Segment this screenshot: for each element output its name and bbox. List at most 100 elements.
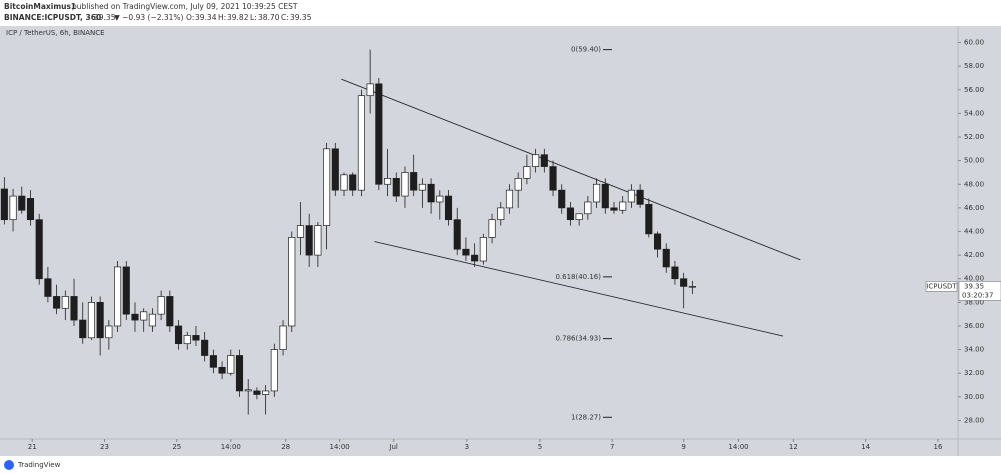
fib-label: 1(28.27): [571, 413, 601, 421]
author: BitcoinMaximus1: [4, 2, 76, 11]
candle-body: [453, 219, 461, 250]
y-tick-label: 50.00: [964, 157, 984, 165]
fib-label: 0.618(40.16): [555, 273, 601, 281]
candle-body: [488, 219, 496, 238]
price-tag-value: 39.35: [964, 282, 984, 290]
candle-body: [627, 189, 635, 203]
candle-body: [87, 302, 95, 339]
fib-label: 0(59.40): [571, 46, 601, 54]
y-tick-label: 58.00: [964, 62, 984, 70]
candle-body: [148, 313, 156, 327]
x-tick-label: 23: [100, 443, 109, 451]
candle-body: [471, 254, 479, 262]
candle-body: [305, 225, 313, 256]
candle-body: [314, 225, 322, 256]
candle-body: [601, 183, 609, 209]
x-tick-label: 16: [934, 443, 943, 451]
y-tick-label: 56.00: [964, 86, 984, 94]
candle-body: [619, 201, 627, 211]
y-tick-label: 32.00: [964, 369, 984, 377]
candle-body: [410, 172, 418, 191]
candle-body: [523, 166, 531, 179]
x-tick-label: 7: [610, 443, 614, 451]
candle-body: [680, 278, 688, 287]
price-tag-countdown: 03:20:37: [962, 291, 993, 299]
y-tick-label: 36.00: [964, 322, 984, 330]
subtitle: ICP / TetherUS, 6h, BINANCE: [6, 29, 105, 37]
h: 39.82: [227, 13, 249, 22]
y-tick-label: 46.00: [964, 204, 984, 212]
candle-body: [262, 390, 270, 395]
candle-body: [558, 189, 566, 209]
candle-body: [427, 183, 435, 203]
candle-body: [157, 296, 165, 315]
x-tick-label: 25: [172, 443, 181, 451]
l-label: L:: [250, 13, 257, 22]
candle-body: [201, 339, 209, 356]
x-tick-label: 5: [538, 443, 542, 451]
candle-body: [323, 148, 331, 226]
candle-body: [375, 83, 383, 185]
trendline: [374, 241, 784, 337]
candle-body: [44, 278, 52, 297]
candle-body: [183, 335, 191, 345]
y-tick-label: 38.00: [964, 298, 984, 306]
candle-body: [166, 296, 174, 327]
candle-body: [53, 296, 61, 309]
brand: TradingView: [17, 461, 61, 469]
y-tick-label: 60.00: [964, 39, 984, 47]
y-tick-label: 28.00: [964, 416, 984, 424]
candle-body: [497, 207, 505, 221]
change: ▼ −0.93 (−2.31%): [114, 13, 184, 22]
candle-body: [662, 248, 670, 268]
candle-body: [566, 207, 574, 221]
candle-body: [61, 296, 69, 309]
y-tick-label: 42.00: [964, 251, 984, 259]
price-tag-symbol-bg: [925, 281, 958, 292]
candle-body: [688, 286, 696, 288]
candle-body: [540, 154, 548, 167]
x-tick-label: 14:00: [728, 443, 748, 451]
x-tick-label: 3: [465, 443, 469, 451]
logo: [4, 460, 14, 470]
c: 39.35: [290, 13, 312, 22]
candle-body: [401, 172, 409, 197]
candle-body: [279, 325, 287, 350]
x-tick-label: 21: [28, 443, 37, 451]
candle-body: [35, 219, 43, 280]
x-tick-label: 14:00: [221, 443, 241, 451]
candle-body: [671, 266, 679, 280]
candle-body: [227, 355, 235, 374]
y-tick-label: 48.00: [964, 180, 984, 188]
y-tick-label: 52.00: [964, 133, 984, 141]
candle-body: [18, 195, 26, 211]
candle-body: [653, 233, 662, 250]
candle-body: [575, 213, 583, 221]
h-label: H:: [218, 13, 226, 22]
symbol: BINANCE:ICPUSDT, 360: [4, 13, 101, 22]
price-tag-bg: [958, 281, 1001, 301]
candle-body: [9, 195, 17, 221]
x-tick-label: Jul: [388, 443, 398, 451]
candle-body: [392, 178, 400, 197]
y-tick-label: 40.00: [964, 275, 984, 283]
candle-body: [288, 237, 296, 327]
candle-body: [645, 203, 653, 235]
candle-body: [636, 189, 644, 205]
o: 39.34: [195, 13, 217, 22]
x-tick-label: 9: [681, 443, 685, 451]
candle-body: [296, 225, 305, 238]
candle-body: [140, 311, 148, 321]
l: 38.70: [258, 13, 280, 22]
y-tick-label: 54.00: [964, 109, 984, 117]
candle-body: [479, 237, 487, 262]
x-tick-label: 14: [861, 443, 870, 451]
candle-body: [340, 174, 348, 191]
candle-body: [505, 189, 514, 209]
candle-body: [514, 178, 522, 191]
o-label: O:: [186, 13, 194, 22]
candle-body: [462, 248, 470, 256]
candle-body: [26, 198, 35, 221]
candle-body: [122, 266, 130, 315]
